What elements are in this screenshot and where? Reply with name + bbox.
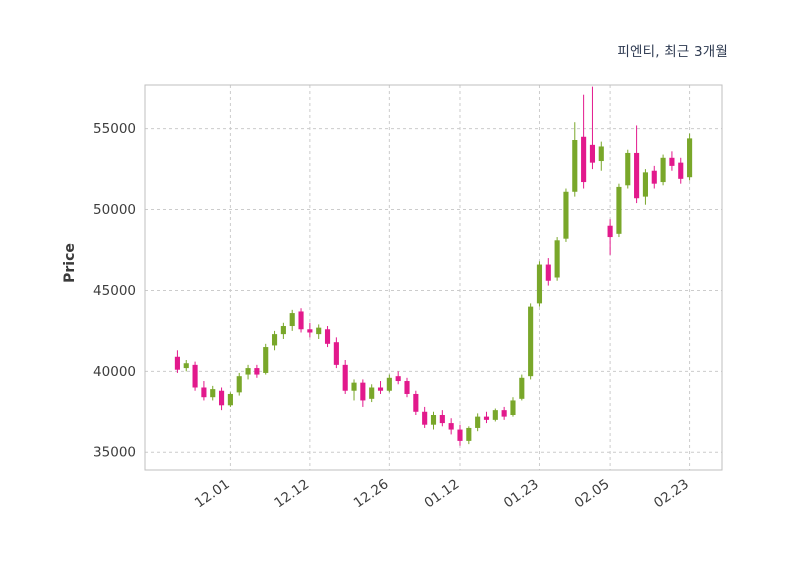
candle-body — [466, 427, 472, 441]
x-tick-label: 02.05 — [572, 476, 613, 511]
candle-body — [298, 311, 304, 330]
candle-body — [510, 400, 516, 415]
candle-body — [528, 306, 534, 377]
plot-border — [144, 84, 723, 471]
candle-body — [227, 393, 233, 406]
candle-body — [545, 264, 551, 281]
candle-body — [642, 172, 648, 197]
candle-body — [174, 356, 180, 370]
candle-body — [492, 410, 498, 420]
candle-body — [192, 364, 198, 388]
candle-body — [351, 382, 357, 391]
candle-body — [236, 376, 242, 393]
x-tick-label: 12.01 — [192, 476, 233, 511]
candle-body — [536, 264, 543, 304]
candle-body — [519, 377, 525, 399]
candle-body — [616, 186, 622, 234]
candle-body — [219, 390, 225, 406]
candle-body — [289, 313, 295, 327]
candle-body — [687, 138, 693, 178]
candle-body — [280, 326, 286, 335]
candle-body — [422, 411, 428, 425]
candle-body — [563, 191, 569, 239]
candle-body — [448, 423, 454, 430]
candle-body — [342, 364, 348, 391]
candle-body — [404, 381, 410, 394]
candle-body — [271, 334, 278, 346]
candle-body — [483, 416, 490, 420]
candle-body — [475, 416, 481, 428]
candle-body — [589, 144, 596, 163]
candle-body — [430, 415, 437, 425]
candle-body — [634, 152, 640, 199]
candle-body — [457, 429, 463, 441]
candle-body — [607, 225, 613, 238]
x-tick-label: 12.26 — [351, 476, 392, 511]
candle-body — [254, 368, 260, 375]
candle-body — [183, 363, 189, 369]
candle-body — [678, 162, 684, 179]
y-tick-label: 50000 — [93, 202, 136, 218]
candle-body — [581, 136, 587, 183]
y-tick-label: 35000 — [93, 445, 136, 461]
y-tick-label: 40000 — [93, 364, 136, 380]
candle-body — [625, 152, 631, 186]
candle-body — [245, 368, 251, 375]
candle-body — [395, 376, 401, 382]
chart-title: 피엔티, 최근 3개월 — [617, 44, 728, 60]
candle-body — [386, 377, 392, 391]
candle-body — [377, 387, 384, 391]
x-tick-label: 01.12 — [421, 476, 462, 511]
candle-body — [360, 382, 366, 401]
candle-body — [501, 410, 507, 417]
y-tick-label: 55000 — [93, 121, 136, 137]
x-tick-label: 12.12 — [271, 476, 312, 511]
candle-body — [210, 389, 216, 398]
candle-body — [316, 327, 322, 335]
candle-body — [651, 170, 657, 184]
candle-body — [572, 140, 578, 192]
candle-body — [263, 347, 269, 373]
candle-body — [554, 240, 560, 278]
x-tick-label: 02.23 — [651, 476, 692, 511]
candle-body — [413, 393, 419, 412]
candle-body — [660, 157, 666, 183]
candle-body — [201, 387, 207, 398]
candle-body — [307, 329, 313, 333]
candle-body — [669, 157, 675, 166]
candle-body — [369, 387, 375, 399]
candle-body — [333, 342, 339, 365]
x-tick-label: 01.23 — [501, 476, 542, 511]
y-tick-label: 45000 — [93, 283, 136, 299]
candle-body — [598, 146, 604, 162]
candle-body — [324, 329, 331, 344]
candle-body — [439, 415, 445, 424]
